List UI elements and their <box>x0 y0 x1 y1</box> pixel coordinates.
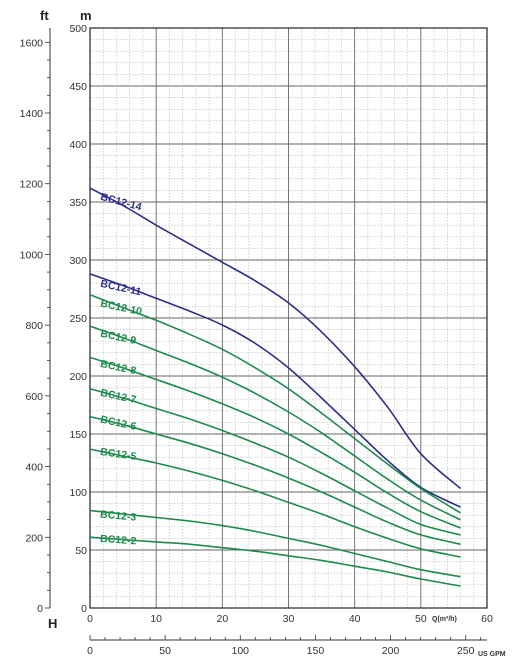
curve-bc12-6 <box>89 415 461 545</box>
y-m-tick-label: 400 <box>69 139 87 151</box>
x-gpm-tick-label: 150 <box>307 645 325 657</box>
y-ft-tick-label: 600 <box>25 391 43 403</box>
y-axis-metres: 0 50 100 150 200 250 300 350 400 450 500 <box>69 23 87 615</box>
y-ft-tick-label: 1000 <box>20 249 44 261</box>
x-gpm-tick-label: 50 <box>159 645 171 657</box>
x-gpm-tick-label: 100 <box>232 645 250 657</box>
y-m-tick-label: 350 <box>69 197 87 209</box>
y-m-unit-label: m <box>80 8 92 23</box>
curve-label-bc12-6: BC12-6 <box>99 414 137 433</box>
plot-frame <box>89 27 488 609</box>
curve-label-bc12-3: BC12-3 <box>100 509 137 524</box>
x-gpm-tick-label: 0 <box>87 645 93 657</box>
y-m-tick-label: 300 <box>69 255 87 267</box>
x-gpm-tick-label: 250 <box>457 645 475 657</box>
y-m-tick-label: 150 <box>69 429 87 441</box>
y-ft-unit-label: ft <box>40 8 49 23</box>
curve-bc12-2 <box>89 536 461 587</box>
x-m3h-tick-label: 20 <box>216 613 228 625</box>
curve-label-bc12-9: BC12-9 <box>99 328 137 347</box>
x-m3h-unit-label: Q(m³/h) <box>432 616 457 623</box>
y-ft-tick-label: 1600 <box>20 37 44 49</box>
x-m3h-tick-label: 10 <box>150 613 162 625</box>
y-m-tick-label: 250 <box>69 313 87 325</box>
y-axis-feet: 0 200 400 600 800 1000 1200 1400 1600 <box>20 28 51 615</box>
curve-bc12-3 <box>89 509 461 578</box>
y-m-tick-label: 50 <box>75 545 87 557</box>
x-m3h-tick-label: 0 <box>87 613 93 625</box>
y-m-tick-label: 450 <box>69 81 87 93</box>
h-axis-letter: H <box>48 616 57 631</box>
x-m3h-tick-label: 50 <box>415 613 427 625</box>
curve-label-bc12-7: BC12-7 <box>99 387 137 406</box>
x-m3h-tick-label: 30 <box>283 613 295 625</box>
curve-bc12-7 <box>89 388 461 536</box>
y-m-tick-label: 200 <box>69 371 87 383</box>
curve-label-bc12-8: BC12-8 <box>99 358 137 377</box>
y-ft-tick-label: 400 <box>25 462 43 474</box>
x-m3h-tick-label: 40 <box>349 613 361 625</box>
pump-curves <box>89 187 462 587</box>
y-m-tick-label: 0 <box>81 603 87 615</box>
y-m-tick-label: 500 <box>69 23 87 35</box>
curve-label-bc12-5: BC12-5 <box>100 446 138 463</box>
curve-bc12-5 <box>89 448 461 558</box>
curve-bc12-11 <box>89 273 461 508</box>
curve-bc12-10 <box>89 294 461 514</box>
curve-label-bc12-2: BC12-2 <box>100 533 137 548</box>
curve-label-bc12-14: BC12-14 <box>99 191 143 214</box>
x-axis-usgpm: 0 50 100 150 200 250 <box>87 635 487 657</box>
x-gpm-unit-label: US GPM <box>478 651 506 658</box>
curve-label-bc12-11: BC12-11 <box>99 278 142 298</box>
x-m3h-tick-label: 60 <box>481 613 493 625</box>
y-ft-tick-label: 800 <box>25 320 43 332</box>
curve-label-bc12-10: BC12-10 <box>99 298 143 319</box>
x-axis-m3h: 0 10 20 30 40 50 60 <box>87 613 493 625</box>
curve-bc12-8 <box>89 356 461 529</box>
y-ft-tick-label: 0 <box>37 603 43 615</box>
curve-bc12-9 <box>89 325 461 521</box>
y-ft-tick-label: 200 <box>25 532 43 544</box>
y-ft-tick-label: 1400 <box>20 108 44 120</box>
y-ft-tick-label: 1200 <box>20 179 44 191</box>
curve-bc12-14 <box>89 187 462 490</box>
y-m-tick-label: 100 <box>69 487 87 499</box>
x-gpm-tick-label: 200 <box>382 645 400 657</box>
